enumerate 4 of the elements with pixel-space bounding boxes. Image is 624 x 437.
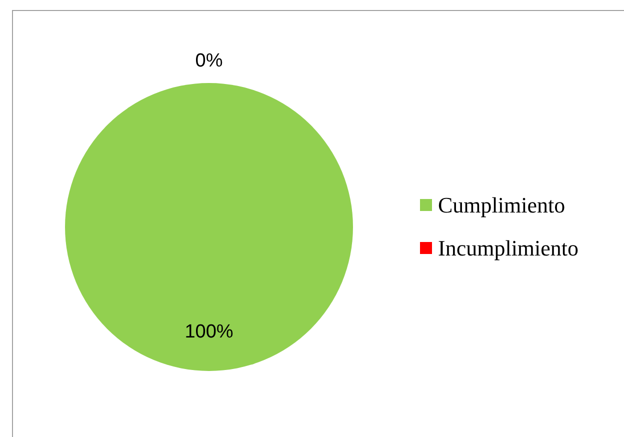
data-label: 100% [184,322,234,343]
legend-label: Cumplimiento [438,192,566,218]
text: 0% [195,50,223,72]
legend-label: Incumplimiento [438,236,579,260]
